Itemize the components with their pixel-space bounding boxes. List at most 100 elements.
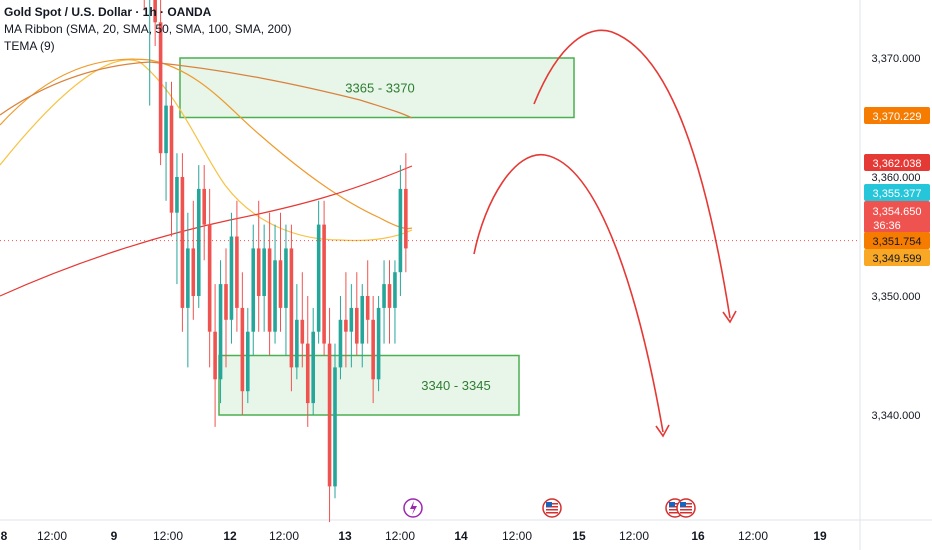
time-tick-label: 16: [691, 529, 705, 543]
sma20-line: [0, 59, 413, 242]
time-tick-label: 12:00: [738, 529, 768, 543]
candle-body[interactable]: [360, 296, 365, 344]
us-flag-icon[interactable]: [542, 498, 562, 518]
time-tick-label: 12:00: [269, 529, 299, 543]
time-tick-label: 9: [111, 529, 118, 543]
price-tag: [864, 184, 930, 201]
price-tag-text: 3,351.754: [873, 236, 922, 248]
candle-body[interactable]: [365, 296, 370, 320]
sma50-line: [0, 58, 413, 230]
time-tick-label: 12:00: [385, 529, 415, 543]
candle-body[interactable]: [300, 319, 305, 344]
candle-body[interactable]: [267, 248, 272, 332]
candle-body[interactable]: [311, 331, 315, 404]
candle-body[interactable]: [404, 188, 408, 249]
candle-body[interactable]: [327, 343, 332, 487]
candle-body[interactable]: [295, 319, 299, 368]
candle-body[interactable]: [207, 224, 212, 332]
candle-body[interactable]: [153, 0, 157, 23]
candle-body[interactable]: [180, 177, 185, 308]
time-tick-label: 12:00: [153, 529, 183, 543]
price-tick-label: 3,370.000: [872, 53, 921, 65]
candle-body[interactable]: [235, 236, 239, 308]
time-tick-label: 13: [338, 529, 352, 543]
candle-body[interactable]: [213, 331, 217, 380]
price-tick-label: 3,340.000: [872, 410, 921, 422]
us-flag-icon[interactable]: [676, 498, 696, 518]
candle-body[interactable]: [355, 307, 359, 344]
candle-body[interactable]: [202, 188, 206, 225]
bolt-icon[interactable]: [403, 498, 423, 518]
zone-box[interactable]: [179, 57, 575, 119]
candle-body[interactable]: [240, 307, 245, 392]
sma200-line: [0, 165, 413, 297]
candle-body[interactable]: [158, 22, 163, 154]
candle-body[interactable]: [175, 177, 179, 213]
countdown-text: 36:36: [873, 220, 901, 232]
time-tick-label: 14: [454, 529, 468, 543]
candle-body[interactable]: [398, 188, 403, 273]
candle-body[interactable]: [322, 224, 326, 344]
price-tick-label: 3,360.000: [872, 172, 921, 184]
price-tag-text: 3,355.377: [873, 188, 922, 200]
price-tag: [864, 107, 930, 124]
indicator-ma-ribbon[interactable]: MA Ribbon (SMA, 20, SMA, 50, SMA, 100, S…: [4, 22, 292, 36]
candle-body[interactable]: [229, 236, 234, 320]
symbol-title[interactable]: Gold Spot / U.S. Dollar · 1h · OANDA: [4, 5, 212, 19]
zone-label: 3340 - 3345: [421, 378, 490, 393]
price-tag-text: 3,349.599: [873, 253, 922, 265]
candle-body[interactable]: [387, 284, 392, 308]
candle-body[interactable]: [224, 284, 228, 320]
indicator-tema[interactable]: TEMA (9): [4, 39, 55, 53]
candle-body[interactable]: [164, 105, 168, 154]
candle-body[interactable]: [333, 367, 337, 487]
candle-body[interactable]: [186, 248, 190, 308]
candle-body[interactable]: [382, 284, 386, 308]
candle-body[interactable]: [349, 307, 354, 332]
price-tick-label: 3,350.000: [872, 291, 921, 303]
candle-body[interactable]: [196, 188, 201, 296]
price-tag: [864, 232, 930, 249]
candle-body[interactable]: [278, 260, 283, 308]
candle-body[interactable]: [218, 284, 223, 380]
time-tick-label: 19: [813, 529, 827, 543]
forecast-arrow-2[interactable]: [473, 154, 664, 433]
time-tick-label: 12: [223, 529, 237, 543]
time-tick-label: 12:00: [37, 529, 67, 543]
candle-body[interactable]: [284, 248, 288, 308]
price-tag: [864, 249, 930, 266]
candle-body[interactable]: [344, 319, 348, 332]
sma100-line: [0, 61, 413, 119]
candle-body[interactable]: [256, 248, 261, 296]
price-tag: [864, 201, 930, 233]
candle-body[interactable]: [316, 224, 321, 332]
time-tick-label: 12:00: [619, 529, 649, 543]
forecast-arrow-1[interactable]: [533, 29, 731, 319]
candle-body[interactable]: [262, 248, 266, 296]
candle-body[interactable]: [393, 272, 397, 308]
zone-label: 3365 - 3370: [345, 80, 414, 95]
zone-box[interactable]: [218, 354, 520, 416]
time-tick-label: 8: [1, 529, 8, 543]
time-tick-label: 12:00: [502, 529, 532, 543]
candle-body[interactable]: [338, 319, 343, 368]
chart-legend: Gold Spot / U.S. Dollar · 1h · OANDA MA …: [4, 4, 291, 55]
time-tick-label: 15: [572, 529, 586, 543]
candle-body[interactable]: [246, 331, 250, 392]
candle-body[interactable]: [305, 343, 310, 404]
price-tag-text: 3,370.229: [873, 111, 922, 123]
candle-body[interactable]: [169, 105, 174, 213]
forecast-arrow-1-head: [722, 310, 737, 324]
price-tag-text: 3,362.038: [873, 158, 922, 170]
candle-body[interactable]: [191, 248, 196, 296]
candle-body[interactable]: [376, 307, 381, 380]
candle-body[interactable]: [273, 260, 277, 332]
candle-body[interactable]: [251, 248, 256, 332]
candle-body[interactable]: [371, 319, 375, 380]
price-tag-text: 3,354.650: [873, 206, 922, 218]
price-tag: [864, 154, 930, 171]
forecast-arrow-2-head: [655, 424, 670, 438]
candle-body[interactable]: [289, 248, 294, 368]
